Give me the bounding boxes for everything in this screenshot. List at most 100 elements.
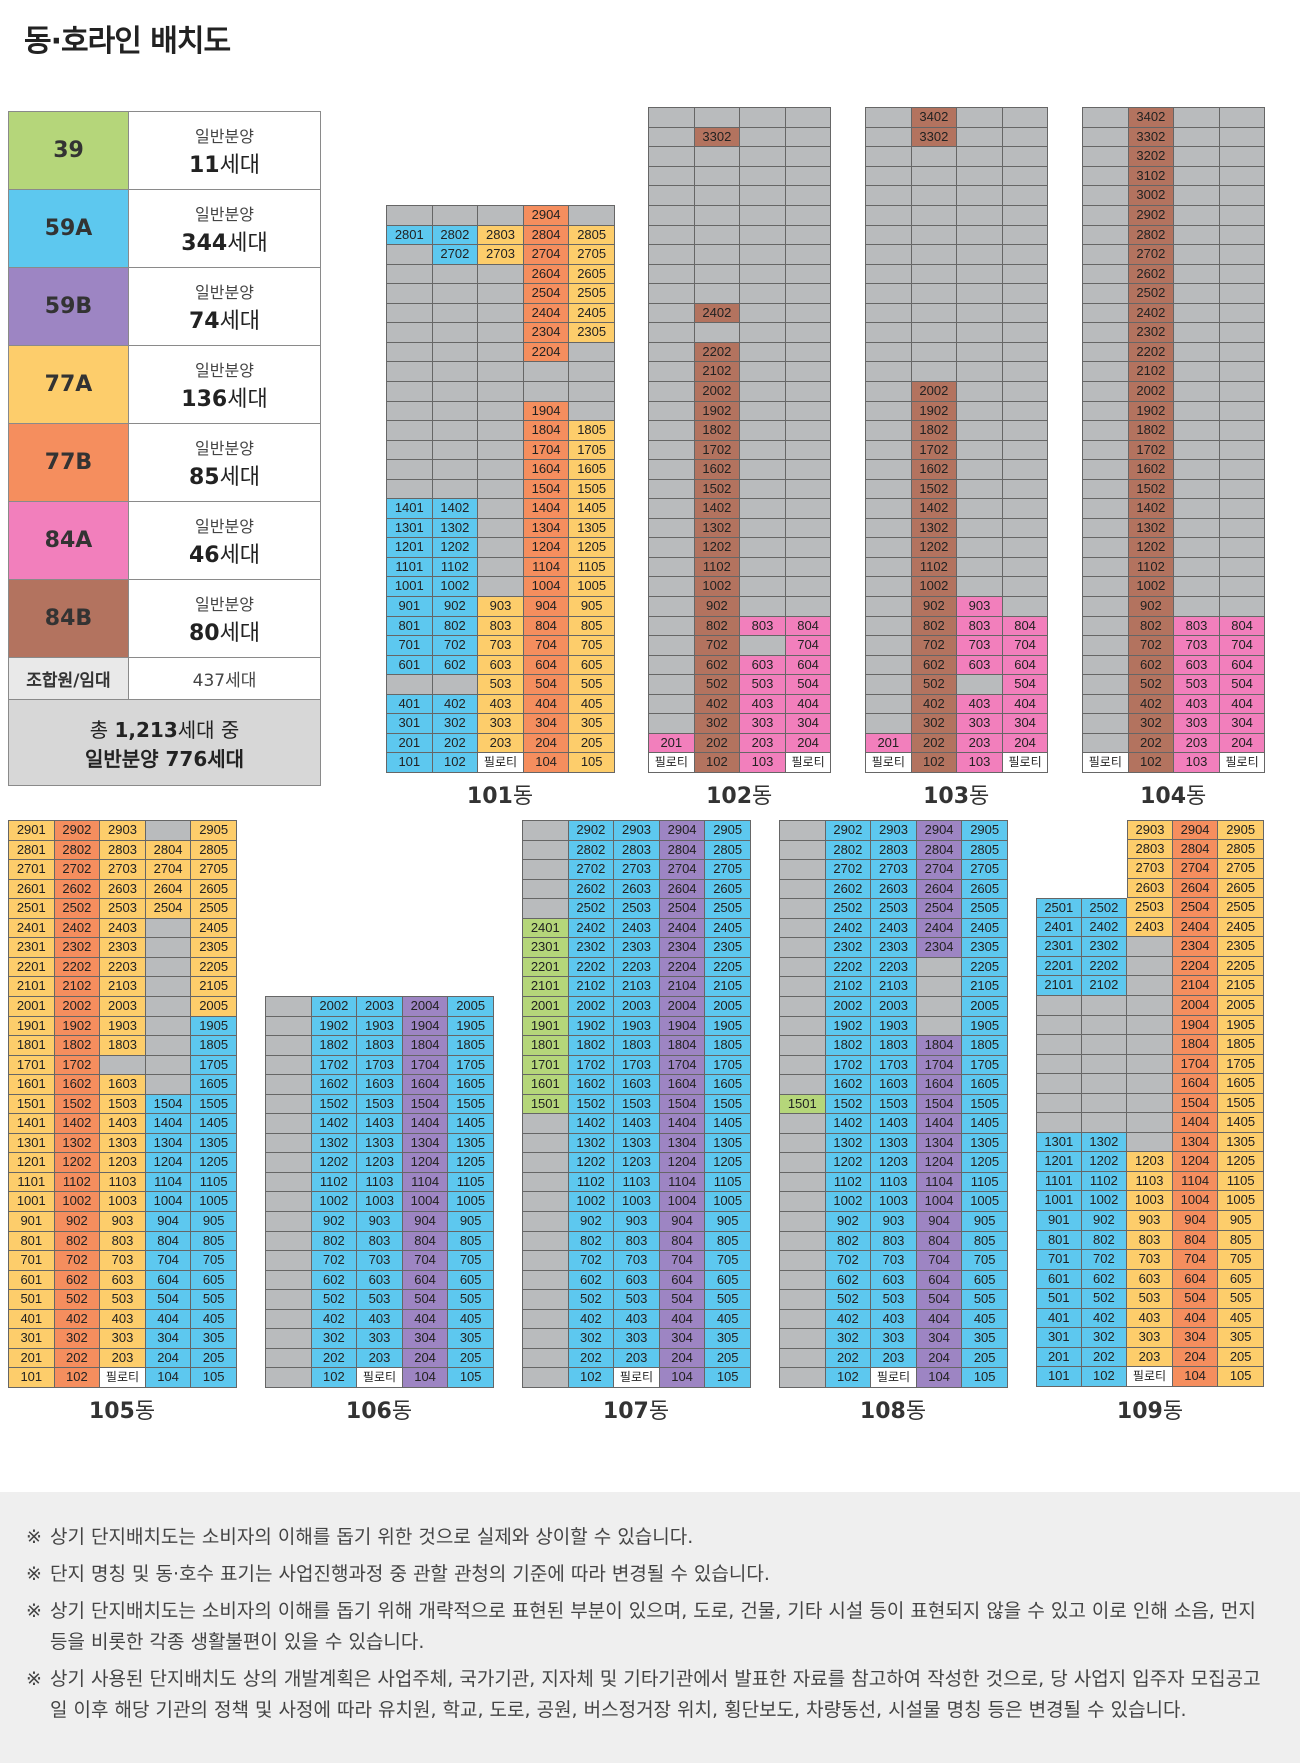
unit-cell: 1505 xyxy=(191,1094,237,1115)
unit-cell: 3102 xyxy=(1128,166,1175,187)
unit-cell: 1002 xyxy=(1081,1191,1128,1211)
unit-cell-reserved xyxy=(785,166,832,187)
unit-cell-reserved xyxy=(1174,264,1220,285)
unit-cell: 2803 xyxy=(100,840,146,861)
legend-swatch: 77A xyxy=(9,346,129,423)
building-101: 2904 2801 2802 2803 2804 2805 2702 2703 2704 2705… xyxy=(386,205,615,773)
unit-cell-reserved xyxy=(523,381,570,402)
unit-cell: 2402 xyxy=(54,918,101,939)
unit-cell: 1202 xyxy=(825,1153,872,1173)
unit-cell-reserved xyxy=(266,1329,312,1349)
unit-cell-reserved xyxy=(911,284,958,304)
legend-count-num: 80 xyxy=(188,620,220,646)
unit-cell: 1303 xyxy=(100,1133,146,1154)
unit-cell-reserved xyxy=(1174,518,1220,539)
unit-cell: 2405 xyxy=(1218,917,1264,938)
unit-cell: 1004 xyxy=(659,1192,706,1212)
pilotis-cell: 필로티 xyxy=(1083,753,1129,773)
unit-cell: 2805 xyxy=(569,225,615,246)
unit-cell: 204 xyxy=(785,733,832,754)
unit-cell: 2102 xyxy=(1081,976,1128,996)
unit-cell: 802 xyxy=(1128,616,1175,637)
unit-cell: 1304 xyxy=(916,1133,963,1154)
unit-cell: 805 xyxy=(962,1231,1008,1252)
unit-cell-reserved xyxy=(780,1211,826,1232)
unit-cell-reserved xyxy=(780,1192,826,1212)
unit-cell: 304 xyxy=(916,1329,963,1349)
unit-cell-reserved xyxy=(649,655,695,676)
unit-cell-reserved xyxy=(780,918,826,939)
unit-cell: 504 xyxy=(145,1290,192,1310)
unit-cell: 204 xyxy=(523,733,570,754)
unit-cell-reserved xyxy=(866,675,912,695)
unit-cell-reserved xyxy=(649,440,695,461)
legend-count: 136세대 xyxy=(181,381,267,413)
unit-cell: 1702 xyxy=(1128,440,1175,461)
unit-cell-reserved xyxy=(911,147,958,167)
unit-cell: 1105 xyxy=(705,1172,751,1193)
unit-cell-reserved xyxy=(1083,655,1129,676)
pilotis-cell: 필로티 xyxy=(478,753,524,773)
unit-cell: 903 xyxy=(957,596,1003,617)
unit-cell-reserved xyxy=(785,323,832,343)
unit-cell: 1501 xyxy=(523,1094,569,1115)
unit-cell: 1805 xyxy=(705,1036,751,1056)
unit-cell-reserved xyxy=(785,401,832,422)
unit-cell-reserved xyxy=(1174,596,1220,617)
unit-cell-reserved xyxy=(1002,127,1049,148)
unit-cell-reserved xyxy=(1002,577,1049,597)
unit-cell: 1404 xyxy=(523,499,570,519)
unit-cell: 2304 xyxy=(523,323,570,343)
unit-cell: 1903 xyxy=(614,1016,660,1037)
unit-cell: 304 xyxy=(659,1329,706,1349)
unit-cell: 2704 xyxy=(659,860,706,880)
legend-swatch: 77B xyxy=(9,424,129,501)
unit-cell: 1305 xyxy=(569,518,615,539)
legend-row: 77A 일반분양 136세대 xyxy=(9,346,320,424)
unit-cell-reserved xyxy=(740,245,786,265)
legend-row: 77B 일반분양 85세대 xyxy=(9,424,320,502)
unit-cell: 803 xyxy=(740,616,786,637)
unit-cell: 2502 xyxy=(1128,284,1175,304)
unit-cell: 101 xyxy=(9,1368,55,1388)
unit-cell: 2602 xyxy=(825,879,872,900)
unit-cell: 202 xyxy=(432,733,479,754)
legend-sub: 일반분양 xyxy=(195,204,254,224)
unit-cell-reserved xyxy=(649,616,695,637)
unit-cell: 2703 xyxy=(614,860,660,880)
unit-cell: 203 xyxy=(357,1348,403,1369)
unit-cell: 802 xyxy=(694,616,741,637)
unit-cell: 2704 xyxy=(916,860,963,880)
legend-count-unit: 세대 xyxy=(227,386,268,412)
unit-cell: 903 xyxy=(100,1211,146,1232)
unit-cell-reserved xyxy=(1083,225,1129,246)
unit-cell: 2302 xyxy=(1081,937,1128,957)
unit-cell: 804 xyxy=(145,1231,192,1252)
unit-cell: 1703 xyxy=(357,1055,403,1076)
unit-cell-reserved xyxy=(1174,538,1220,558)
unit-cell-reserved xyxy=(649,381,695,402)
unit-cell: 302 xyxy=(911,714,958,734)
unit-cell-reserved xyxy=(740,479,786,500)
unit-cell-reserved xyxy=(1083,303,1129,324)
unit-cell: 904 xyxy=(1172,1210,1219,1231)
unit-cell-reserved xyxy=(957,538,1003,558)
unit-cell: 2602 xyxy=(54,879,101,900)
unit-cell: 2405 xyxy=(569,303,615,324)
unit-cell: 704 xyxy=(916,1251,963,1271)
unit-cell: 2505 xyxy=(191,899,237,919)
unit-cell: 2804 xyxy=(145,840,192,861)
unit-cell-reserved xyxy=(694,264,741,285)
unit-cell-reserved xyxy=(649,557,695,578)
unit-cell: 1005 xyxy=(448,1192,494,1213)
building-label: 101동 xyxy=(386,778,614,810)
unit-cell: 905 xyxy=(962,1211,1008,1232)
unit-cell: 503 xyxy=(478,675,524,695)
unit-cell-reserved xyxy=(649,714,695,734)
unit-cell: 804 xyxy=(1219,616,1266,637)
unit-cell: 1704 xyxy=(916,1055,963,1076)
unit-cell-reserved xyxy=(1002,518,1049,539)
unit-cell-reserved xyxy=(780,977,826,997)
unit-cell-reserved xyxy=(1002,225,1049,246)
unit-cell: 1902 xyxy=(54,1016,101,1037)
